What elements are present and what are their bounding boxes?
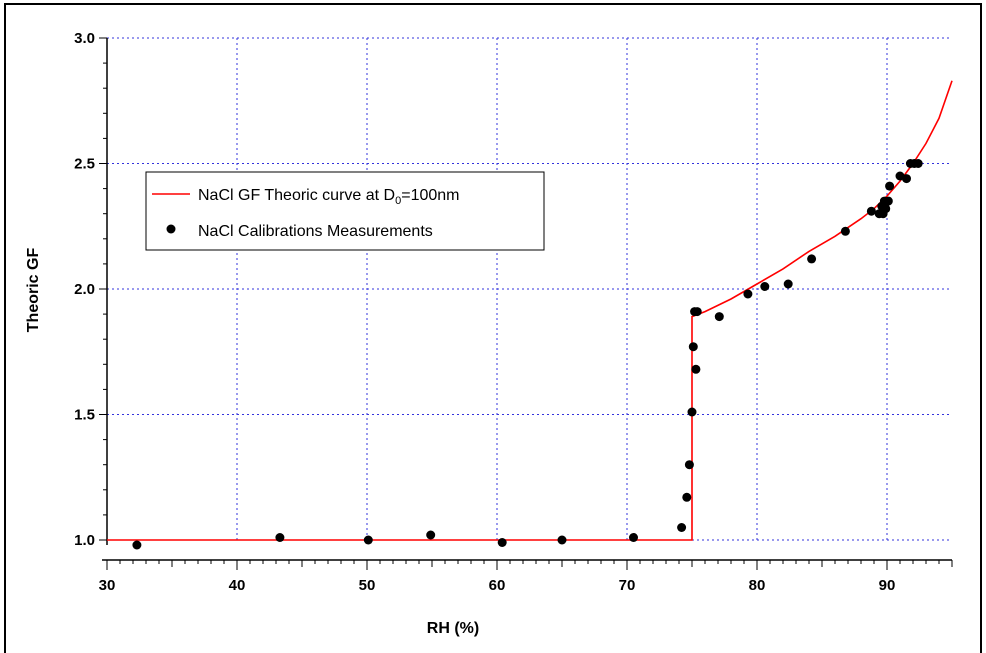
measurement-point-3 [426, 530, 436, 540]
grid-lines [107, 37, 952, 541]
legend-box [145, 171, 545, 251]
x-tick-label-80: 80 [749, 577, 766, 594]
measurement-point-0 [132, 540, 142, 550]
measurement-point-20 [840, 226, 850, 236]
legend-curve-label-subscript: 0 [395, 195, 401, 207]
measurement-point-15 [714, 312, 724, 322]
measurement-point-10 [687, 407, 697, 417]
theoric-curve [107, 80, 953, 541]
x-tick-label-40: 40 [229, 577, 246, 594]
measurement-point-11 [688, 342, 698, 352]
x-tick-label-30: 30 [99, 577, 116, 594]
y-tick-label-2.5: 2.5 [74, 156, 95, 173]
measurement-point-26 [881, 204, 891, 214]
x-tick-label-50: 50 [359, 577, 376, 594]
axes: 1.0 1.5 2.0 2.5 3.0 30 40 50 60 70 80 90 [74, 30, 953, 594]
legend-curve-label-main: NaCl GF Theoric curve at D [198, 187, 395, 204]
y-tick-label-1.5: 1.5 [74, 407, 95, 424]
measurement-point-4 [497, 538, 507, 547]
measurement-point-8 [682, 492, 692, 502]
measurement-point-2 [363, 535, 373, 545]
y-tick-label-3.0: 3.0 [74, 30, 95, 47]
legend-points-label: NaCl Calibrations Measurements [198, 223, 433, 240]
y-tick-label-1.0: 1.0 [74, 532, 95, 549]
x-tick-label-70: 70 [619, 577, 636, 594]
measurement-point-21 [866, 206, 876, 216]
measurement-point-17 [760, 282, 770, 291]
x-tick-label-90: 90 [879, 577, 896, 594]
y-axis-title: Theoric GF [25, 248, 42, 333]
legend-points-swatch [166, 224, 176, 234]
measurement-point-30 [902, 174, 911, 184]
measurement-point-14 [692, 307, 702, 317]
measurement-point-18 [783, 279, 793, 289]
legend-curve-label-end: =100nm [401, 187, 459, 204]
curve-layer [107, 80, 953, 541]
y-tick-label-2.0: 2.0 [74, 281, 95, 298]
measurement-point-13 [691, 364, 701, 374]
x-tick-label-60: 60 [489, 577, 506, 594]
measurement-point-9 [684, 460, 694, 470]
chart-frame [4, 3, 982, 653]
measurement-point-16 [743, 289, 753, 299]
measurement-point-6 [629, 533, 638, 542]
measurement-point-19 [807, 254, 817, 264]
legend: NaCl GF Theoric curve at D0=100nm NaCl C… [145, 171, 545, 251]
measurement-point-1 [275, 533, 285, 542]
points-layer [132, 159, 923, 550]
legend-curve-label: NaCl GF Theoric curve at D0=100nm [198, 187, 459, 207]
measurement-point-28 [885, 181, 895, 191]
measurement-point-7 [677, 523, 687, 532]
measurement-point-27 [883, 196, 893, 206]
x-axis-title: RH (%) [427, 620, 479, 637]
measurement-point-33 [913, 159, 923, 168]
measurement-point-5 [557, 535, 567, 545]
